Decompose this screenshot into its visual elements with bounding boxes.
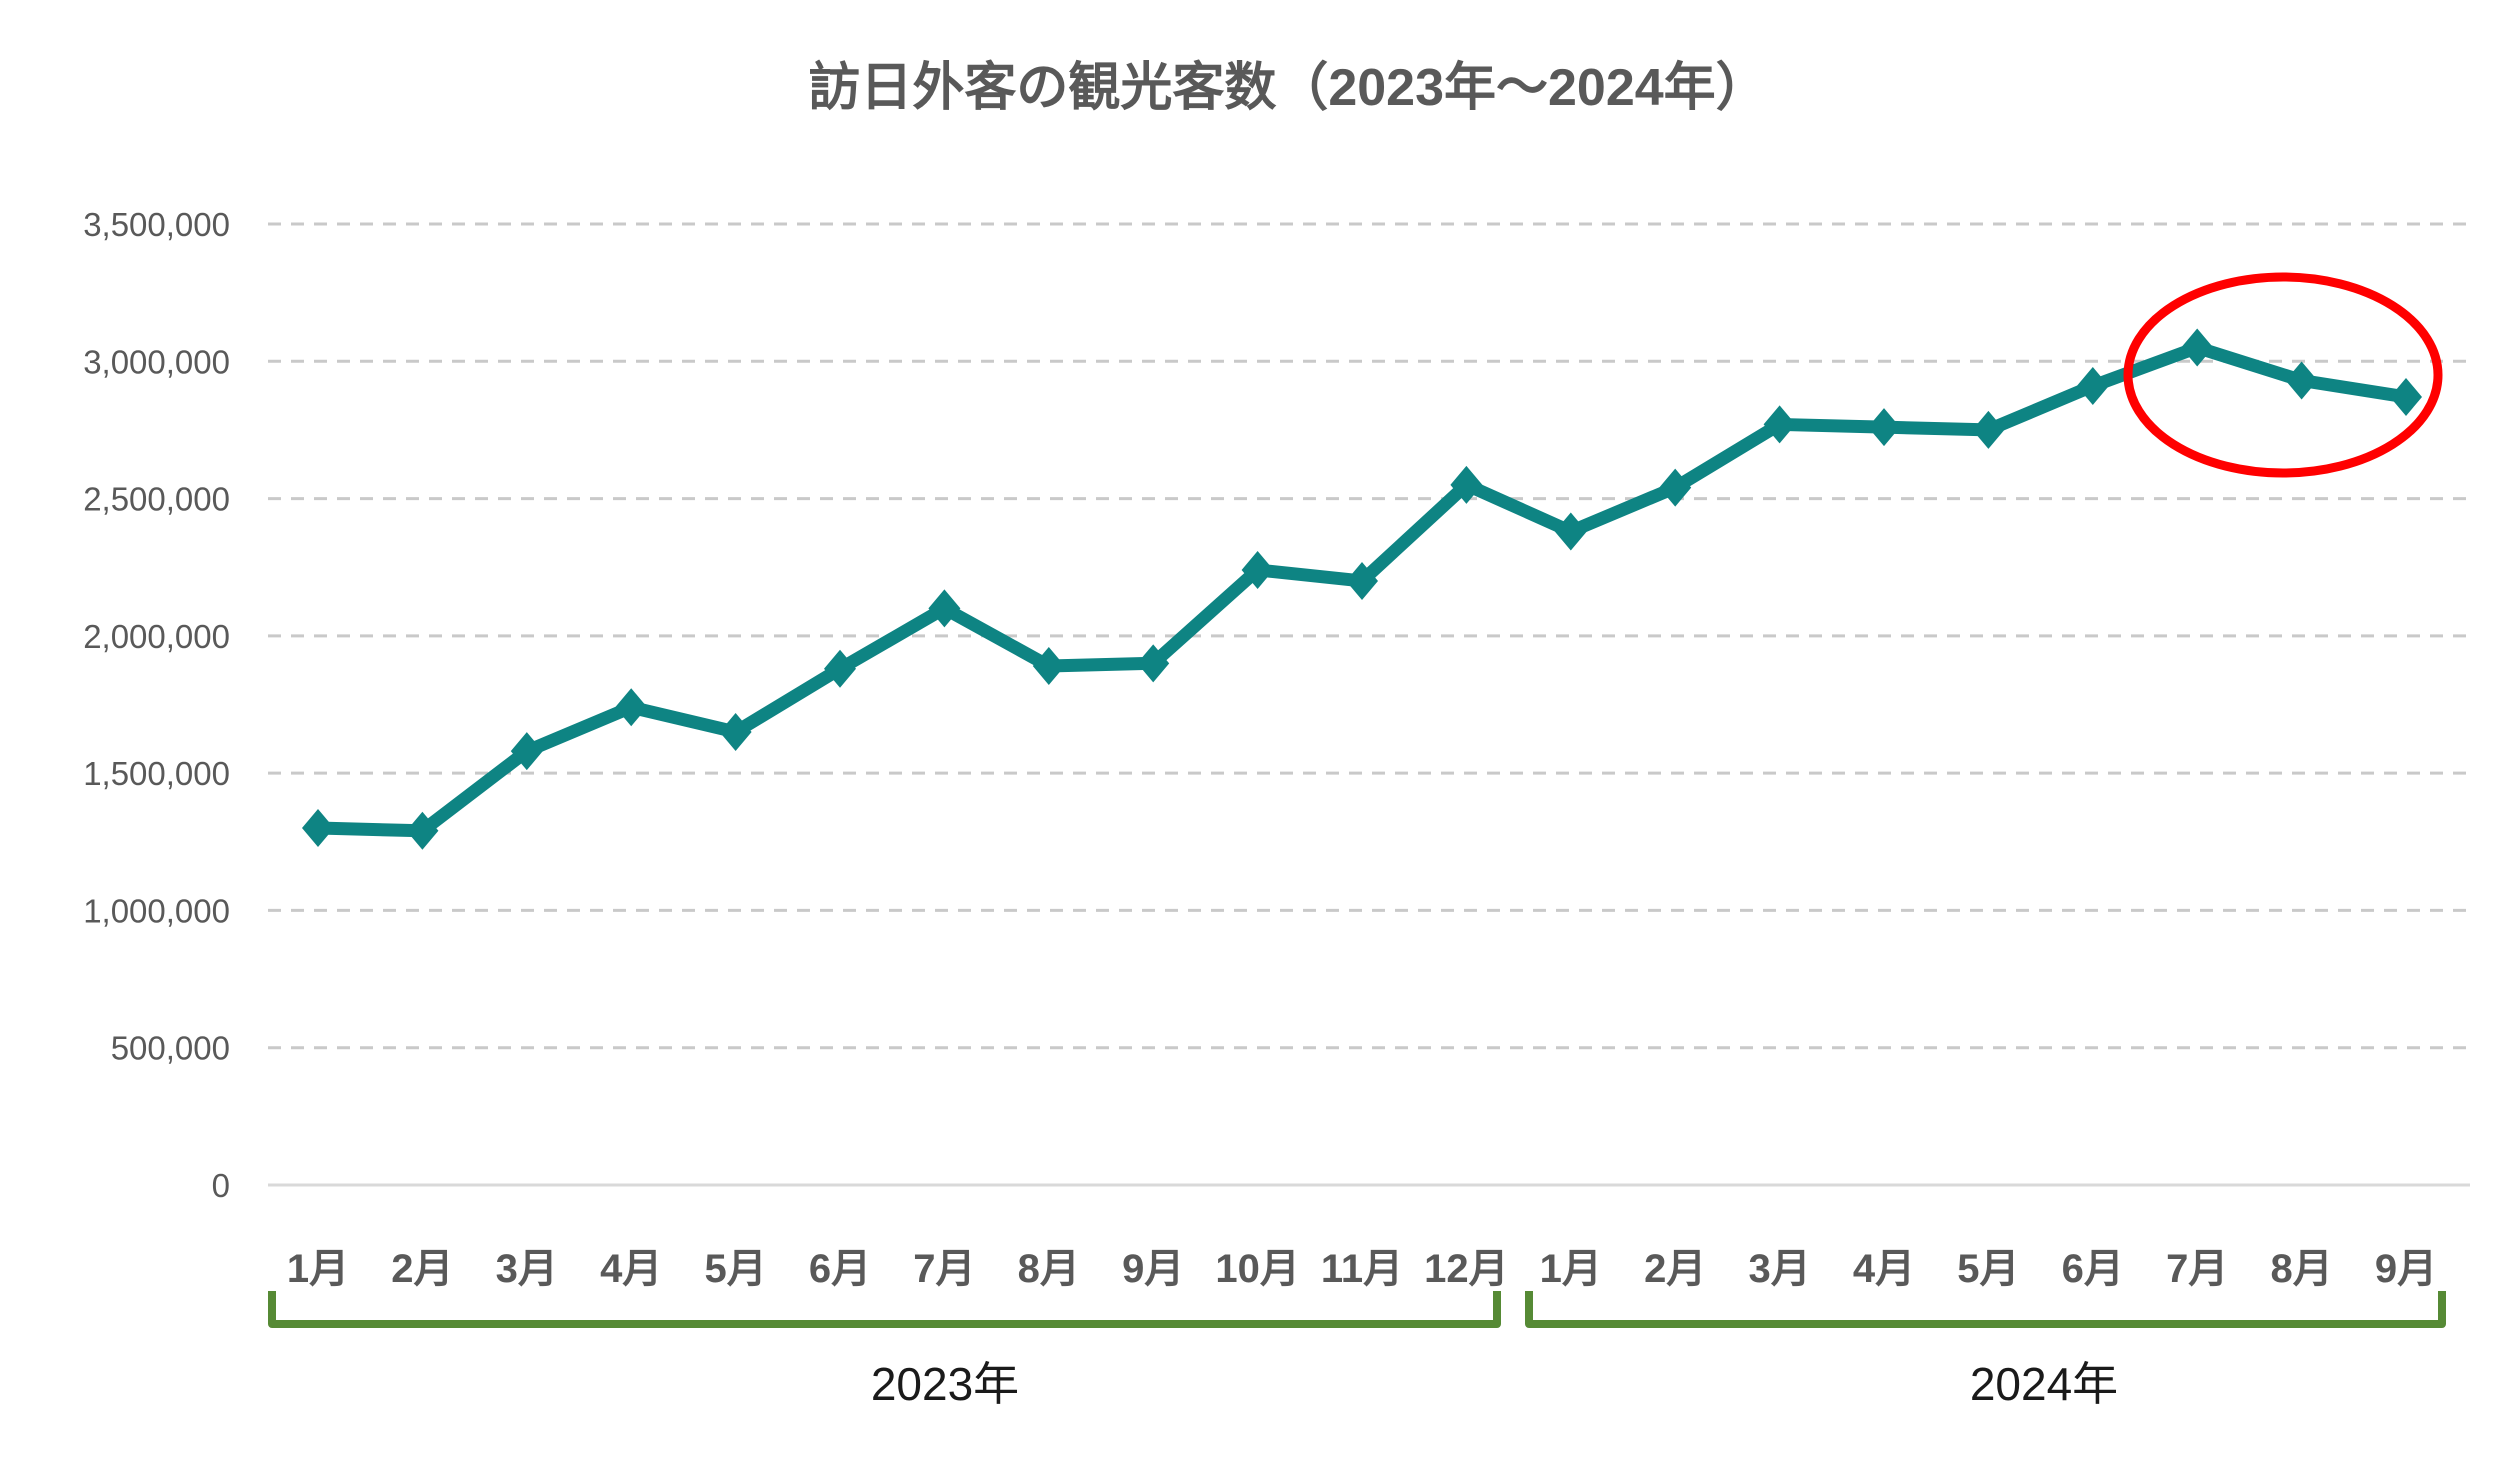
data-point-marker (1241, 550, 1274, 589)
x-tick-label: 2月 (1644, 1247, 1706, 1291)
data-point-marker (510, 732, 543, 771)
data-point-marker (1659, 468, 1692, 507)
y-tick-label: 1,000,000 (83, 892, 230, 929)
data-point-marker (2390, 377, 2422, 416)
y-tick-label: 0 (212, 1167, 230, 1204)
y-tick-label: 2,000,000 (83, 618, 230, 655)
data-point-marker (824, 649, 856, 688)
data-point-marker (406, 811, 439, 850)
x-tick-label: 11月 (1321, 1247, 1403, 1291)
data-point-marker (1554, 512, 1587, 551)
x-tick-label: 2月 (391, 1247, 453, 1291)
data-point-marker (719, 712, 752, 751)
data-point-marker (615, 688, 648, 727)
year-label: 2023年 (871, 1358, 1019, 1410)
x-tick-label: 8月 (1018, 1247, 1080, 1291)
x-tick-label: 5月 (704, 1247, 766, 1291)
data-point-marker (302, 809, 334, 848)
x-tick-label: 3月 (496, 1247, 558, 1291)
x-tick-label: 6月 (809, 1247, 871, 1291)
data-point-marker (2076, 366, 2109, 405)
x-tick-label: 7月 (2166, 1247, 2228, 1291)
x-tick-label: 12月 (1424, 1247, 1509, 1291)
x-tick-label: 7月 (913, 1247, 975, 1291)
y-tick-label: 3,500,000 (83, 206, 230, 243)
x-tick-label: 1月 (287, 1247, 349, 1291)
year-brackets: 2023年 2024年 (268, 1291, 2446, 1410)
x-tick-label: 10月 (1215, 1247, 1300, 1291)
data-point-marker (1032, 647, 1065, 686)
data-point-marker (1868, 408, 1900, 447)
data-point-marker (1450, 465, 1483, 504)
y-tick-label: 2,500,000 (83, 481, 230, 518)
x-tick-label: 1月 (1540, 1247, 1602, 1291)
data-point-marker (1972, 410, 2005, 449)
x-tick-label: 4月 (600, 1247, 662, 1291)
y-tick-label: 500,000 (111, 1030, 230, 1067)
y-tick-label: 1,500,000 (83, 755, 230, 792)
data-series (302, 328, 2422, 850)
x-tick-label: 8月 (2270, 1247, 2332, 1291)
chart-title: 訪日外客の観光客数（2023年〜2024年） (808, 59, 1767, 117)
data-point-marker (1763, 405, 1796, 444)
year-bracket (268, 1291, 1501, 1328)
x-tick-label: 4月 (1853, 1247, 1915, 1291)
highlight-ellipse (2123, 272, 2443, 478)
x-axis-labels: 1月 2月 3月 4月 5月 6月 7月 8月 9月 10月 11月 12月 1月 2月 3月 4月 5月 6月 7… (287, 1247, 2437, 1291)
year-label: 2024年 (1970, 1358, 2118, 1410)
data-point-marker (1346, 561, 1378, 600)
y-axis-labels: 0 500,000 1,000,000 1,500,000 2,000,000 2,500… (83, 206, 230, 1204)
x-tick-label: 3月 (1748, 1247, 1810, 1291)
x-tick-label: 9月 (2375, 1247, 2437, 1291)
data-point-marker (928, 589, 961, 628)
gridlines (268, 222, 2470, 1187)
x-tick-label: 6月 (2062, 1247, 2124, 1291)
x-tick-label: 9月 (1122, 1247, 1184, 1291)
year-bracket (1525, 1291, 2446, 1328)
x-tick-label: 5月 (1957, 1247, 2019, 1291)
annotations (2123, 272, 2443, 478)
data-point-marker (2181, 328, 2214, 367)
y-tick-label: 3,000,000 (83, 343, 230, 380)
data-point-marker (2285, 361, 2318, 400)
data-point-marker (1137, 644, 1170, 683)
